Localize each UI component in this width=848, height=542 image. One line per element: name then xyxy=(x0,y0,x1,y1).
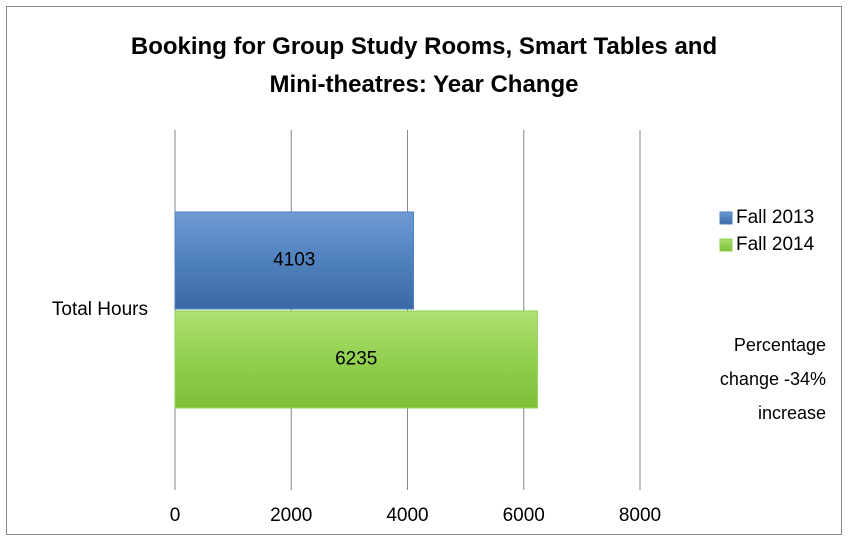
value-label: 6235 xyxy=(335,349,377,370)
chart-title: Booking for Group Study Rooms, Smart Tab… xyxy=(130,33,718,98)
value-label: 4103 xyxy=(273,250,315,271)
legend-swatch xyxy=(719,238,733,252)
legend-label: Fall 2013 xyxy=(736,207,814,228)
annotation: Percentage change -34% increase xyxy=(719,335,826,423)
legend-swatch xyxy=(719,211,733,225)
x-tick-label: 4000 xyxy=(386,505,428,526)
chart-frame xyxy=(6,6,842,535)
x-tick-label: 2000 xyxy=(270,505,312,526)
bar xyxy=(174,310,538,409)
legend-label: Fall 2014 xyxy=(736,234,815,255)
y-tick-label: Total Hours xyxy=(52,299,148,320)
x-tick-label: 6000 xyxy=(503,505,545,526)
bar xyxy=(174,211,414,310)
x-tick-label: 0 xyxy=(170,505,181,526)
x-tick-label: 8000 xyxy=(619,505,661,526)
